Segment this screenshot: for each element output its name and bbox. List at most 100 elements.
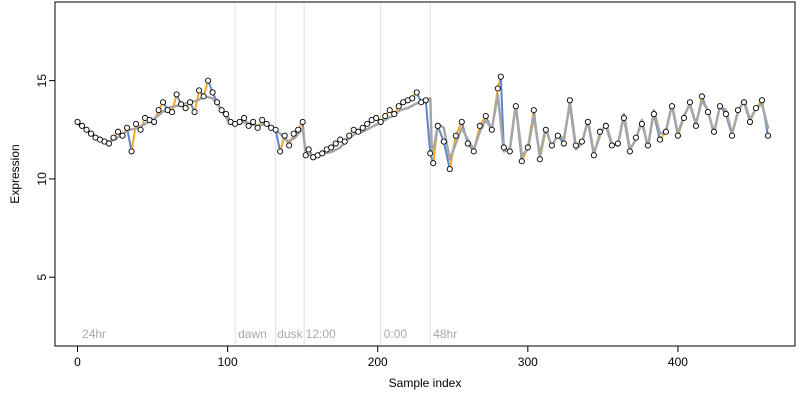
section-label: 48hr — [433, 327, 457, 341]
data-point — [218, 107, 225, 114]
data-point — [178, 101, 185, 108]
data-point — [692, 122, 699, 129]
data-point — [413, 89, 420, 96]
data-point — [638, 120, 645, 127]
direction-segment — [424, 99, 432, 155]
data-point — [458, 118, 465, 125]
data-point — [160, 99, 167, 106]
data-point — [716, 103, 723, 110]
section-label: 24hr — [82, 327, 106, 341]
data-point — [319, 150, 326, 157]
data-point — [299, 118, 306, 125]
data-point — [554, 132, 561, 139]
data-point — [602, 122, 609, 129]
data-point — [209, 89, 216, 96]
data-point — [470, 148, 477, 155]
data-point — [236, 118, 243, 125]
data-point — [566, 97, 573, 104]
data-point — [488, 126, 495, 133]
data-point — [674, 132, 681, 139]
y-axis-title: Expression — [8, 144, 22, 203]
data-point — [196, 87, 203, 94]
data-point — [286, 142, 293, 149]
data-point — [512, 103, 519, 110]
data-point — [133, 120, 140, 127]
data-point — [169, 109, 176, 116]
data-point — [359, 124, 366, 131]
data-point — [578, 138, 585, 145]
data-point — [328, 144, 335, 151]
data-point — [530, 107, 537, 114]
data-point — [728, 132, 736, 139]
data-point — [668, 103, 675, 110]
data-point — [608, 142, 615, 149]
data-point — [290, 130, 297, 137]
data-point — [656, 136, 663, 143]
data-point — [710, 128, 717, 135]
data-point — [430, 160, 437, 167]
y-tick-label: 15 — [35, 74, 49, 88]
section-label: dawn — [238, 327, 267, 341]
data-point — [434, 122, 441, 129]
data-point — [105, 140, 113, 147]
section-label: dusk — [277, 327, 303, 341]
data-point — [83, 126, 90, 133]
data-point — [584, 118, 591, 125]
section-labels: 24hr dawn dusk 12:00 0:00 48hr — [82, 327, 457, 341]
data-point — [155, 107, 162, 114]
data-point — [764, 132, 772, 139]
data-point — [596, 128, 603, 135]
data-point — [173, 91, 180, 98]
data-point — [409, 95, 416, 102]
data-point — [632, 134, 639, 141]
data-point — [506, 148, 513, 155]
series-line-expression — [76, 93, 770, 161]
data-point — [626, 148, 633, 155]
data-point — [740, 99, 748, 106]
x-tick-label: 300 — [518, 355, 538, 369]
data-point — [650, 110, 657, 118]
data-point — [332, 140, 339, 147]
data-point — [364, 120, 371, 127]
x-axis-title: Sample index — [389, 376, 462, 390]
data-point — [536, 156, 543, 163]
data-point — [241, 114, 248, 122]
data-point — [281, 132, 288, 139]
data-point — [137, 126, 144, 133]
data-point — [704, 109, 711, 116]
data-point — [382, 112, 389, 120]
data-point — [191, 109, 198, 116]
data-point — [548, 142, 555, 149]
direction-segments — [76, 75, 769, 171]
data-point — [560, 140, 567, 147]
data-point — [686, 99, 693, 106]
data-point — [182, 105, 189, 112]
data-point — [119, 132, 126, 139]
data-points — [74, 73, 772, 173]
y-tick-label: 10 — [35, 172, 49, 186]
section-label: 12:00 — [306, 327, 336, 341]
data-point — [200, 93, 207, 100]
data-point — [422, 97, 429, 104]
data-point — [572, 142, 579, 149]
data-point — [254, 124, 261, 131]
data-point — [87, 130, 95, 137]
data-point — [151, 118, 158, 125]
data-point — [305, 146, 312, 153]
direction-segment — [442, 140, 451, 171]
data-point — [500, 144, 507, 151]
x-tick-label: 100 — [218, 355, 238, 369]
data-point — [464, 140, 471, 147]
data-point — [386, 107, 393, 114]
data-point — [440, 138, 447, 145]
data-point — [590, 152, 597, 159]
data-point — [644, 142, 651, 149]
data-point — [205, 77, 212, 84]
section-label: 0:00 — [384, 327, 408, 341]
data-point — [494, 85, 501, 92]
x-axis: 0 100 200 300 400 — [74, 345, 688, 369]
data-point — [746, 118, 754, 125]
data-point — [482, 112, 489, 120]
data-point — [187, 99, 194, 106]
